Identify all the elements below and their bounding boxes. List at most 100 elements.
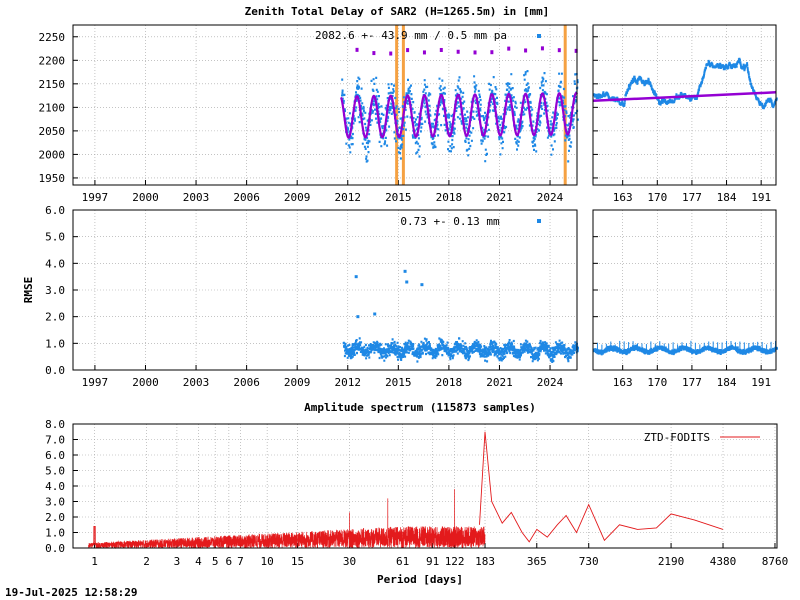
ztd-main-xtick-label: 2003 bbox=[183, 191, 210, 204]
rmse-main-ylabel: RMSE bbox=[22, 277, 35, 304]
rmse-recent-xtick-label: 163 bbox=[613, 376, 633, 389]
ztd-main-xtick-label: 2009 bbox=[284, 191, 311, 204]
rmse-main-outlier bbox=[405, 280, 409, 284]
ztd-main-peak-marker bbox=[490, 50, 494, 55]
spectrum-xtick-label: 122 bbox=[445, 555, 465, 568]
ztd-main-panel: 1950 2000 2050 2100 2150 2200 2250 1997 2000 2003… bbox=[39, 24, 579, 204]
ztd-main-ytick-label: 2050 bbox=[39, 125, 66, 138]
rmse-main-ytick-label: 0.0 bbox=[45, 364, 65, 377]
ztd-main-peak-marker bbox=[389, 51, 393, 56]
ztd-recent-frame bbox=[592, 24, 777, 186]
spectrum-xtick-label: 30 bbox=[343, 555, 356, 568]
ztd-main-points bbox=[341, 70, 579, 163]
spectrum-legend-label: ZTD-FODITS bbox=[644, 431, 710, 444]
ztd-main-frame bbox=[72, 24, 578, 186]
spectrum-ytick-label: 7.0 bbox=[45, 434, 65, 447]
spectrum-title: Amplitude spectrum (115873 samples) bbox=[304, 401, 536, 414]
rmse-main-annotation: 0.73 +- 0.13 mm bbox=[400, 215, 500, 228]
rmse-main-xtick-label: 1997 bbox=[82, 376, 109, 389]
ztd-main-peak-marker bbox=[507, 46, 511, 51]
rmse-main-outlier bbox=[420, 283, 424, 287]
spectrum-xtick-label: 7 bbox=[237, 555, 244, 568]
ztd-main-peak-marker bbox=[540, 46, 544, 51]
ztd-main-xtick-label: 1997 bbox=[82, 191, 109, 204]
rmse-main-xtick-label: 2015 bbox=[385, 376, 412, 389]
ztd-main-ytick-label: 2000 bbox=[39, 148, 66, 161]
ztd-main-peak-marker bbox=[406, 48, 410, 53]
spectrum-frame bbox=[72, 423, 778, 549]
spectrum-tail-line bbox=[479, 431, 724, 543]
ztd-recent-xtick-label: 191 bbox=[751, 191, 771, 204]
rmse-main-outlier bbox=[403, 269, 407, 273]
rmse-main-xtick-label: 2012 bbox=[335, 376, 362, 389]
rmse-recent-frame bbox=[592, 209, 777, 371]
ztd-recent-model-line bbox=[592, 91, 777, 103]
spectrum-body-line bbox=[87, 489, 486, 550]
ztd-main-xtick-label: 2021 bbox=[486, 191, 513, 204]
rmse-main-points bbox=[342, 337, 579, 363]
spectrum-ytick-label: 5.0 bbox=[45, 465, 65, 478]
spectrum-xtick-label: 4 bbox=[195, 555, 202, 568]
ztd-main-xtick-label: 2015 bbox=[385, 191, 412, 204]
rmse-recent-panel: 163 170 177 184 191 bbox=[592, 209, 778, 389]
ztd-main-xtick-label: 2024 bbox=[537, 191, 564, 204]
ztd-recent-xtick-label: 184 bbox=[717, 191, 737, 204]
spectrum-ytick-label: 1.0 bbox=[45, 527, 65, 540]
ztd-recent-xtick-label: 163 bbox=[613, 191, 633, 204]
ztd-recent-points bbox=[593, 57, 778, 110]
ztd-main-peak-marker bbox=[422, 50, 426, 55]
main-title: Zenith Total Delay of SAR2 (H=1265.5m) i… bbox=[245, 5, 550, 18]
ztd-main-ytick-label: 2100 bbox=[39, 101, 66, 114]
ztd-main-xtick-label: 2000 bbox=[132, 191, 159, 204]
spectrum-xtick-label: 91 bbox=[426, 555, 439, 568]
ztd-main-ytick-label: 1950 bbox=[39, 172, 66, 185]
spectrum-xtick-label: 183 bbox=[475, 555, 495, 568]
ztd-main-ytick-label: 2250 bbox=[39, 31, 66, 44]
spectrum-ytick-label: 3.0 bbox=[45, 496, 65, 509]
ztd-main-xtick-label: 2018 bbox=[436, 191, 463, 204]
spectrum-xtick-label: 4380 bbox=[710, 555, 737, 568]
rmse-main-xtick-label: 2009 bbox=[284, 376, 311, 389]
ztd-main-ytick-label: 2150 bbox=[39, 78, 66, 91]
ztd-main-model-line bbox=[340, 92, 578, 139]
ztd-main-annotation: 2082.6 +- 43.9 mm / 0.5 mm pa bbox=[315, 29, 507, 42]
ztd-main-peak-marker bbox=[524, 48, 528, 53]
rmse-main-xtick-label: 2021 bbox=[486, 376, 513, 389]
spectrum-xtick-label: 6 bbox=[226, 555, 233, 568]
rmse-main-xtick-label: 2024 bbox=[537, 376, 564, 389]
spectrum-panel: 0.0 1.0 2.0 3.0 4.0 5.0 6.0 7.0 8.0 1 2 3 4 5 6 7 10 15 30… bbox=[45, 418, 788, 568]
rmse-recent-xtick-label: 184 bbox=[717, 376, 737, 389]
ztd-recent-xtick-label: 170 bbox=[647, 191, 667, 204]
spectrum-xtick-label: 2190 bbox=[658, 555, 685, 568]
rmse-main-panel: 0.0 1.0 2.0 3.0 4.0 5.0 6.0 1997 2000 2003 2006 200… bbox=[22, 204, 579, 389]
rmse-main-ytick-label: 2.0 bbox=[45, 311, 65, 324]
spectrum-ytick-label: 6.0 bbox=[45, 449, 65, 462]
rmse-main-xtick-label: 2000 bbox=[132, 376, 159, 389]
spectrum-xtick-label: 15 bbox=[291, 555, 304, 568]
rmse-main-outlier bbox=[354, 275, 358, 279]
ztd-main-peak-marker bbox=[456, 49, 460, 54]
rmse-main-ytick-label: 6.0 bbox=[45, 204, 65, 217]
rmse-main-ytick-label: 4.0 bbox=[45, 257, 65, 270]
rmse-main-xtick-label: 2006 bbox=[233, 376, 260, 389]
rmse-recent-xtick-label: 191 bbox=[751, 376, 771, 389]
ztd-main-ytick-label: 2200 bbox=[39, 54, 66, 67]
rmse-main-xtick-label: 2003 bbox=[183, 376, 210, 389]
ztd-main-legend-marker bbox=[537, 34, 541, 38]
spectrum-xtick-label: 3 bbox=[174, 555, 181, 568]
ztd-main-peak-marker bbox=[574, 48, 578, 53]
rmse-main-ytick-label: 5.0 bbox=[45, 231, 65, 244]
spectrum-xtick-label: 2 bbox=[143, 555, 150, 568]
ztd-main-peak-marker bbox=[439, 47, 443, 52]
rmse-main-xtick-label: 2018 bbox=[436, 376, 463, 389]
rmse-main-outlier bbox=[356, 315, 360, 319]
spectrum-xtick-label: 5 bbox=[212, 555, 219, 568]
spectrum-ytick-label: 2.0 bbox=[45, 511, 65, 524]
ztd-main-xtick-label: 2012 bbox=[335, 191, 362, 204]
spectrum-xlabel: Period [days] bbox=[377, 573, 463, 586]
rmse-recent-points bbox=[593, 344, 778, 356]
spectrum-ytick-label: 0.0 bbox=[45, 542, 65, 555]
spectrum-xtick-label: 365 bbox=[527, 555, 547, 568]
